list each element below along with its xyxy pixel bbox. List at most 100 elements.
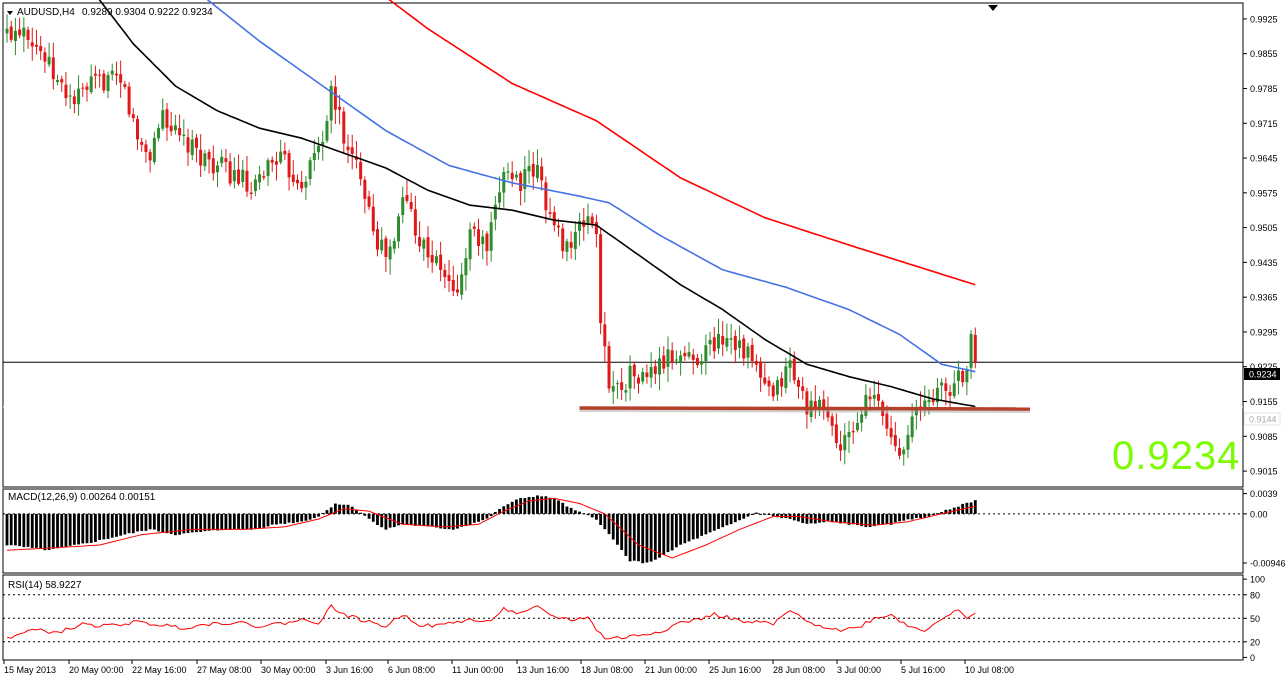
macd-histogram-bar (249, 513, 253, 530)
candle-bear-body (98, 74, 102, 76)
candle-bull-body (775, 380, 779, 395)
candle-bull-body (308, 160, 312, 179)
macd-histogram-bar (333, 503, 337, 514)
macd-histogram-bar (258, 513, 261, 529)
candle-bear-body (544, 182, 548, 211)
rsi-tick-label: 20 (1250, 637, 1260, 647)
time-tick-label: 3 Jun 16:00 (326, 665, 373, 675)
ma-fast-line (98, 0, 976, 408)
macd-histogram-bar (119, 513, 123, 536)
candle-bear-body (653, 366, 657, 374)
candle-bull-body (649, 366, 653, 378)
candle-bull-body (493, 204, 497, 220)
macd-histogram-bar (148, 513, 152, 530)
macd-histogram-bar (312, 513, 316, 518)
candle-bull-body (481, 236, 485, 245)
macd-axis: 0.0039 0.00 -0.00946 (1243, 489, 1286, 568)
time-tick-label: 5 Jul 16:00 (901, 665, 945, 675)
macd-histogram-bar (220, 513, 224, 531)
candle-bull-body (641, 372, 645, 382)
candle-bear-body (763, 377, 767, 384)
macd-histogram-bar (300, 513, 304, 522)
candle-bull-body (489, 222, 493, 251)
candle-bear-body (346, 146, 350, 151)
candle-bear-body (443, 269, 447, 278)
macd-histogram-bar (931, 513, 935, 515)
macd-histogram-bar (241, 513, 245, 530)
macd-histogram-bar (203, 513, 207, 532)
macd-histogram-bar (582, 513, 586, 515)
candle-bull-body (502, 172, 506, 193)
macd-histogram-bar (359, 512, 363, 514)
chart-shift-marker[interactable] (988, 5, 998, 11)
candle-bull-body (935, 387, 939, 403)
candle-bear-body (645, 372, 649, 377)
macd-histogram-bar (262, 513, 266, 528)
chart-menu-triangle-icon[interactable] (7, 11, 13, 15)
macd-histogram-bar (898, 513, 901, 522)
candle-bull-body (89, 76, 93, 93)
macd-histogram-bar (60, 513, 64, 548)
macd-histogram-bar (68, 513, 72, 546)
macd-histogram-bar (456, 513, 459, 529)
candle-bear-body (439, 254, 443, 271)
macd-histogram-bar (674, 513, 678, 548)
candle-bear-body (119, 74, 123, 83)
macd-histogram-bar (914, 513, 918, 518)
macd-histogram-bar (165, 513, 169, 534)
macd-histogram-bar (885, 513, 889, 524)
candle-bear-body (144, 144, 148, 152)
macd-histogram-bar (47, 513, 51, 551)
macd-histogram-bar (232, 513, 236, 530)
candle-bear-body (607, 346, 611, 389)
time-tick-label: 18 Jun 08:00 (581, 665, 633, 675)
candle-bear-body (363, 179, 367, 199)
macd-histogram-bar (603, 513, 607, 530)
candle-bear-body (548, 212, 552, 214)
macd-histogram-bar (927, 513, 931, 517)
candle-bull-body (321, 141, 325, 146)
candle-bull-body (940, 382, 944, 386)
time-tick-label: 22 May 16:00 (132, 665, 187, 675)
candle-bull-body (13, 30, 17, 41)
macd-histogram-bar (847, 513, 851, 525)
macd-histogram-bar (733, 513, 737, 523)
macd-histogram-bar (245, 513, 249, 530)
price-tick-label: 0.9785 (1250, 84, 1278, 94)
macd-histogram-bar (430, 513, 434, 527)
candle-bear-body (136, 119, 140, 140)
macd-histogram-bar (523, 498, 527, 514)
macd-histogram-bar (822, 513, 826, 523)
macd-histogram-bar (35, 513, 38, 548)
candle-bear-body (140, 141, 144, 145)
candle-bear-body (531, 163, 535, 177)
rsi-tick-label: 0 (1250, 653, 1255, 663)
candle-bear-body (767, 380, 771, 387)
candle-bear-body (426, 237, 430, 258)
macd-histogram-bar (632, 513, 636, 561)
macd-histogram-bar (590, 513, 594, 518)
macd-histogram-bar (304, 513, 308, 521)
chart-header-symbol: AUDUSD,H4 (17, 7, 75, 18)
candle-bull-body (666, 349, 670, 367)
candle-bull-body (716, 333, 720, 349)
time-tick-label: 10 Jul 08:00 (965, 665, 1014, 675)
macd-histogram-bar (599, 513, 603, 525)
candle-bear-body (889, 428, 893, 438)
candle-bull-body (729, 338, 733, 340)
macd-histogram-bar (797, 513, 800, 522)
candle-bull-body (47, 56, 51, 65)
macd-histogram-bar (174, 513, 177, 536)
macd-histogram-bar (81, 513, 85, 544)
candle-bear-body (801, 386, 805, 391)
macd-histogram-bar (216, 513, 219, 531)
macd-histogram-bar (350, 506, 354, 514)
macd-histogram-bar (308, 513, 312, 520)
macd-histogram-bar (123, 513, 127, 535)
macd-histogram-bar (607, 513, 611, 535)
macd-histogram-bar (872, 513, 876, 527)
macd-histogram-bar (338, 504, 341, 514)
candle-bull-body (860, 414, 864, 423)
candle-bear-body (885, 413, 889, 429)
price-tick-label: 0.9295 (1250, 327, 1278, 337)
